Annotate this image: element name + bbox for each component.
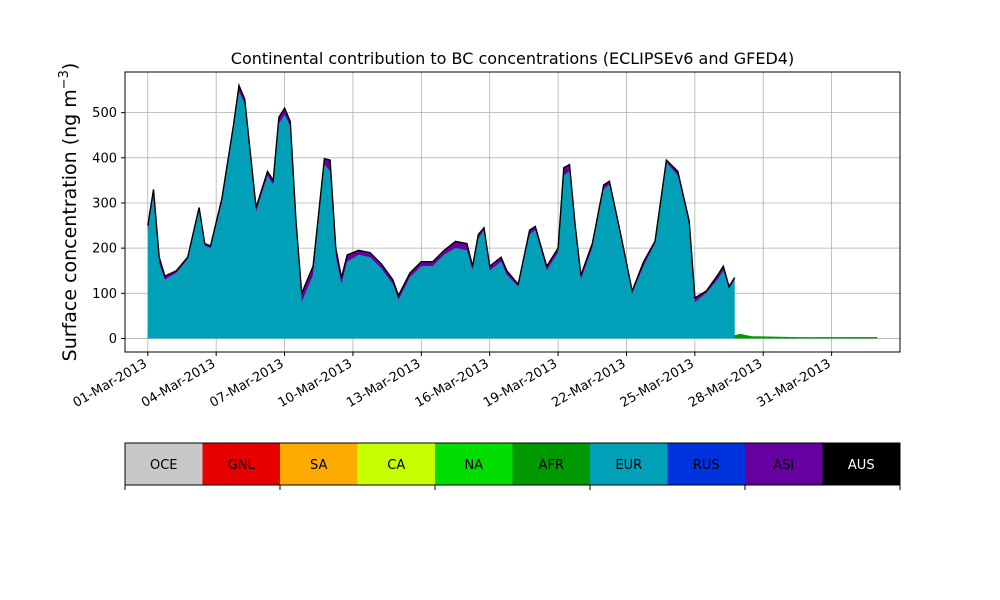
colorbar-swatch [357,443,435,485]
stacked-areas [147,92,878,339]
plot-frame [124,71,901,353]
y-tick-label: 0 [109,332,117,347]
y-tick-label: 500 [92,106,117,121]
chart-title: Continental contribution to BC concentra… [231,49,794,68]
colorbar-label: AFR [539,458,564,473]
colorbar-swatch [667,443,745,485]
colorbar-swatch [512,443,590,485]
colorbar-swatch [822,443,900,485]
colorbar-label: ASI [773,458,794,473]
area-eur [147,92,735,339]
colorbar-label: EUR [615,458,642,473]
colorbar-label: GNL [228,458,256,473]
y-tick-label: 400 [92,151,117,166]
colorbar-swatch [202,443,280,485]
colorbar-label: CA [387,458,405,473]
colorbar-label: SA [310,458,327,473]
y-tick-label: 200 [92,242,117,257]
colorbar-label: NA [464,458,483,473]
colorbar-label: AUS [848,458,875,473]
y-axis-ticks: 0 100 200 300 400 500 [92,106,125,347]
total-line [147,82,736,299]
colorbar-swatch [280,443,358,485]
y-axis-label-exponent: −3 [57,70,72,89]
colorbar-label: RUS [693,458,720,473]
y-axis-label: Surface concentration (ng m−3) [57,63,81,362]
y-axis-label-close: ) [59,63,81,70]
colorbar-swatch [435,443,513,485]
y-tick-label: 300 [92,196,117,211]
colorbar-swatch [125,443,203,485]
total-outline [147,82,736,303]
y-tick-label: 100 [92,287,117,302]
colorbar-label: OCE [150,458,178,473]
colorbar-swatch [590,443,668,485]
region-colorbar: OCE GNL SA CA NA AFR EUR RUS ASI AUS [124,442,901,490]
colorbar-frame [124,442,901,486]
colorbar-swatch [745,443,823,485]
